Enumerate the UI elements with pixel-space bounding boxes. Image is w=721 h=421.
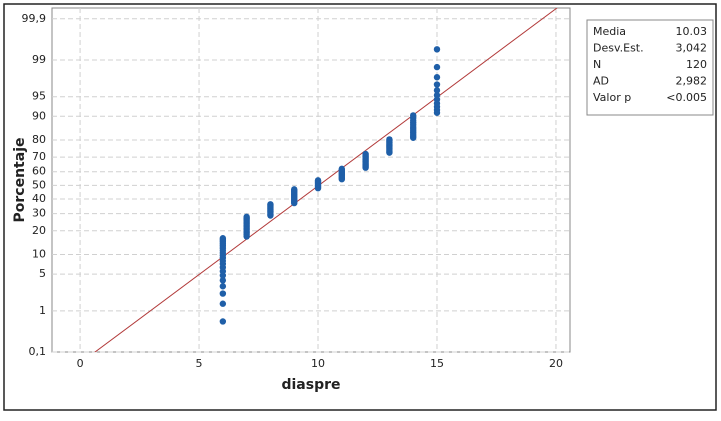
point	[433, 63, 441, 71]
stat-label: Desv.Est.	[593, 42, 644, 55]
point	[219, 290, 227, 297]
stat-value: 2,982	[676, 75, 708, 88]
point	[433, 46, 441, 53]
x-axis-label: diaspre	[281, 377, 340, 393]
fit-group	[94, 8, 558, 352]
y-tick-label: 5	[39, 267, 46, 280]
stat-value: <0.005	[666, 91, 707, 104]
y-axis-label: Porcentaje	[12, 138, 28, 223]
plot-area	[51, 7, 571, 353]
x-tick-label: 5	[196, 357, 203, 370]
y-tick-label: 50	[32, 178, 46, 191]
stat-label: Media	[593, 25, 626, 38]
y-tick-label: 0,1	[29, 345, 47, 358]
point	[433, 74, 441, 81]
point	[219, 300, 227, 307]
x-tick-label: 10	[311, 357, 325, 370]
y-tick-label: 99,9	[22, 12, 47, 25]
stat-value: 10.03	[676, 25, 708, 38]
point	[433, 81, 441, 88]
stat-value: 3,042	[676, 42, 708, 55]
stat-value: 120	[686, 58, 707, 71]
y-tick-label: 99	[32, 53, 46, 66]
point	[291, 186, 298, 193]
point	[433, 87, 441, 94]
y-tick-label: 95	[32, 90, 46, 103]
stat-label: Valor p	[593, 91, 631, 104]
stat-label: N	[593, 58, 601, 71]
point	[338, 165, 346, 173]
point	[409, 112, 417, 119]
point	[243, 213, 250, 221]
y-tick-label: 80	[32, 133, 46, 146]
point	[314, 177, 322, 184]
point	[267, 201, 274, 208]
y-tick-label: 10	[32, 247, 46, 260]
point	[219, 235, 227, 242]
y-tick-label: 30	[32, 207, 46, 220]
point	[219, 318, 227, 325]
point	[362, 150, 369, 158]
y-tick-label: 70	[32, 150, 46, 163]
fit-line	[94, 8, 558, 352]
x-tick-label: 20	[549, 357, 563, 370]
y-tick-label: 1	[39, 304, 46, 317]
stat-label: AD	[593, 75, 609, 88]
point	[433, 92, 441, 99]
y-tick-label: 60	[32, 165, 46, 178]
stats-box	[586, 19, 714, 116]
point	[386, 136, 393, 143]
y-tick-label: 90	[32, 109, 46, 122]
point	[219, 283, 227, 290]
y-tick-label: 20	[32, 224, 46, 237]
x-tick-label: 15	[430, 357, 444, 370]
x-tick-label: 0	[77, 357, 84, 370]
y-tick-label: 40	[32, 192, 46, 205]
point	[219, 277, 227, 284]
